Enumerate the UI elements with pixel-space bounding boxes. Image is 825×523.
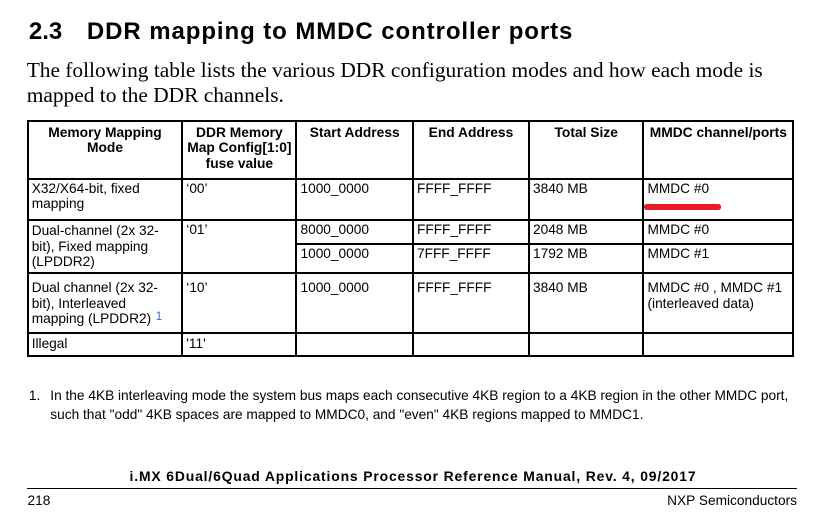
cell-mode: Illegal: [26, 332, 184, 358]
cell-mode: X32/X64-bit, fixed mapping: [26, 177, 184, 221]
publisher-name: NXP Semiconductors: [667, 492, 797, 508]
cell-fuse-value: ‘10’: [181, 271, 298, 335]
cell-fuse-value: ‘01’: [181, 218, 298, 274]
table-header-row: Memory Mapping Mode DDR Memory Map Confi…: [26, 119, 795, 180]
header-start-address: Start Address: [295, 119, 414, 180]
cell-mode: Dual channel (2x 32-bit), Interleaved ma…: [26, 271, 184, 335]
table-row: Dual channel (2x 32-bit), Interleaved ma…: [26, 271, 795, 335]
cell-end-address: FFFF_FFFF: [411, 177, 530, 221]
cell-end-address: FFFF_FFFF: [411, 218, 530, 245]
cell-end-address: FFFF_FFFF: [411, 271, 530, 335]
header-ddr-memory-map-config: DDR Memory Map Config[1:0] fuse value: [181, 119, 298, 180]
cell-fuse-value: ‘00’: [181, 177, 298, 221]
cell-start-address: 1000_0000: [295, 243, 414, 274]
table-row: Illegal '11': [26, 332, 795, 358]
section-title: DDR mapping to MMDC controller ports: [86, 18, 574, 46]
table-row: Dual-channel (2x 32-bit), Fixed mapping …: [26, 218, 795, 274]
footnote-text: In the 4KB interleaving mode the system …: [50, 387, 789, 423]
footer-manual-title: i.MX 6Dual/6Quad Applications Processor …: [129, 468, 697, 485]
cell-end-address: 7FFF_FFFF: [411, 243, 530, 274]
ddr-mapping-table: Memory Mapping Mode DDR Memory Map Confi…: [26, 119, 795, 358]
footnote-marker: 1.: [28, 387, 41, 403]
cell-total-size: [527, 332, 645, 358]
cell-start-address: 1000_0000: [295, 271, 414, 335]
cell-mmdc-ports: MMDC #0 , MMDC #1 (interleaved data): [642, 271, 795, 335]
intro-paragraph: The following table lists the various DD…: [26, 57, 763, 107]
cell-start-address: 8000_0000: [295, 218, 414, 245]
cell-mmdc-ports: MMDC #0: [642, 177, 795, 221]
header-total-size: Total Size: [527, 119, 645, 180]
header-end-address: End Address: [411, 119, 530, 180]
cell-total-size: 3840 MB: [527, 177, 645, 221]
cell-mmdc-ports: [642, 332, 795, 358]
cell-start-address: 1000_0000: [295, 177, 414, 221]
footer-rule: [27, 488, 797, 490]
mmdc-port-value: MMDC #0: [647, 181, 710, 196]
cell-total-size: 1792 MB: [527, 243, 645, 274]
cell-end-address: [411, 332, 530, 358]
table-row: X32/X64-bit, fixed mapping ‘00’ 1000_000…: [26, 177, 795, 221]
cell-total-size: 2048 MB: [527, 218, 645, 245]
cell-mmdc-ports: MMDC #0: [642, 218, 795, 245]
header-mmdc-channel-ports: MMDC channel/ports: [642, 119, 795, 180]
cell-start-address: [295, 332, 414, 358]
cell-total-size: 3840 MB: [527, 271, 645, 335]
section-heading: 2.3 DDR mapping to MMDC controller ports: [29, 20, 573, 44]
page-number: 218: [27, 492, 51, 508]
section-number: 2.3: [28, 18, 63, 46]
table-row: 1000_0000 7FFF_FFFF 1792 MB MMDC #1: [28, 243, 795, 274]
cell-fuse-value: '11': [181, 332, 298, 358]
cell-mmdc-ports: MMDC #1: [642, 243, 795, 274]
footnote: 1. In the 4KB interleaving mode the syst…: [29, 386, 799, 425]
footnote-reference-link[interactable]: 1: [155, 309, 163, 324]
header-memory-mapping-mode: Memory Mapping Mode: [26, 119, 184, 180]
red-underline-annotation: [645, 204, 721, 210]
cell-mode: Dual-channel (2x 32-bit), Fixed mapping …: [26, 218, 184, 274]
